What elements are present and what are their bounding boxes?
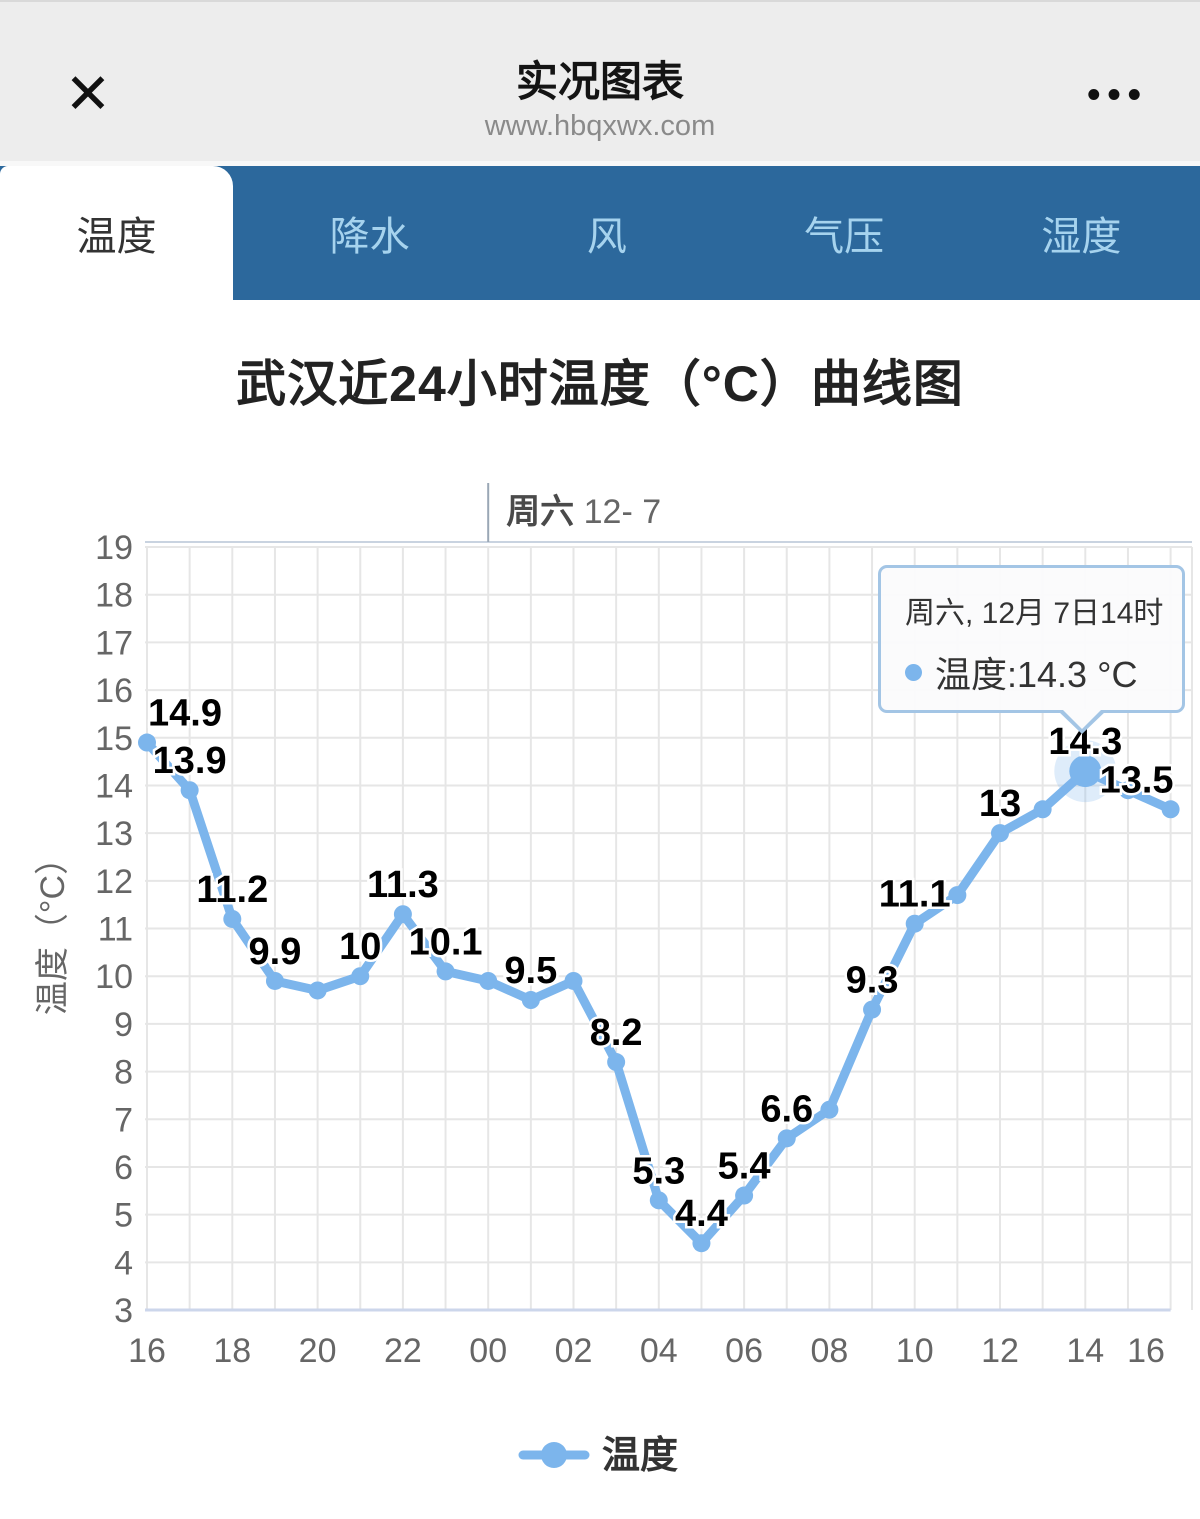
x-tick-label: 22 xyxy=(384,1332,422,1370)
data-point-label: 5.4 xyxy=(718,1146,771,1188)
data-point-label: 9.9 xyxy=(249,931,302,973)
inactive-tabs: 降水 风 气压 湿度 xyxy=(233,166,1200,300)
series-dot-icon xyxy=(905,663,922,681)
data-point-label: 11.1 xyxy=(879,874,951,916)
data-point[interactable] xyxy=(351,967,370,986)
x-tick-label: 06 xyxy=(725,1332,763,1370)
data-point[interactable] xyxy=(138,733,156,752)
page-url: www.hbqxwx.com xyxy=(484,110,716,143)
x-tick-label: 08 xyxy=(810,1332,848,1370)
y-tick-label: 18 xyxy=(95,577,133,615)
y-tick-label: 19 xyxy=(95,529,133,567)
chart-canvas: 周六 12- 7 14.9 13.9 11.2 9.9 10 11.3 10.1 9.5 8.2 5… xyxy=(34,483,1193,1477)
y-axis-title: 温度（°C） xyxy=(34,841,72,1015)
x-tick-label: 16 xyxy=(128,1332,166,1370)
y-tick-label: 6 xyxy=(114,1149,133,1187)
tab-item-1[interactable]: 降水 xyxy=(329,215,410,259)
data-point[interactable] xyxy=(308,981,327,1000)
tab-item-2[interactable]: 风 xyxy=(586,215,627,259)
data-point[interactable] xyxy=(564,971,583,990)
data-point-label: 10.1 xyxy=(409,921,483,963)
week-label: 周六 12- 7 xyxy=(506,493,661,531)
webview-header: ✕ 实况图表 www.hbqxwx.com ••• xyxy=(0,0,1200,166)
y-tick-label: 4 xyxy=(114,1244,133,1282)
more-menu-icon[interactable]: ••• xyxy=(1087,74,1148,116)
y-tick-label: 16 xyxy=(95,672,133,710)
data-point[interactable] xyxy=(180,781,199,800)
data-point-label: 8.2 xyxy=(590,1012,643,1054)
x-tick-label: 20 xyxy=(299,1332,337,1370)
y-tick-label: 13 xyxy=(95,815,133,853)
y-tick-label: 9 xyxy=(114,1006,133,1044)
data-point[interactable] xyxy=(521,991,540,1010)
data-point-label: 11.2 xyxy=(196,869,268,911)
data-point-label: 4.4 xyxy=(675,1193,728,1235)
tab-item-4[interactable]: 湿度 xyxy=(1041,215,1122,259)
x-tick-label: 00 xyxy=(469,1332,507,1370)
data-point-label: 13.5 xyxy=(1100,759,1174,801)
active-data-point[interactable] xyxy=(1069,755,1102,788)
data-point[interactable] xyxy=(436,962,455,981)
y-tick-label: 7 xyxy=(114,1101,133,1139)
y-tick-label: 12 xyxy=(95,863,133,901)
data-point[interactable] xyxy=(1118,781,1137,800)
data-point-label: 9.3 xyxy=(846,960,899,1002)
data-point-label: 9.5 xyxy=(504,950,557,992)
tooltip-value: 温度:14.3 °C xyxy=(935,654,1138,695)
y-tick-label: 10 xyxy=(95,958,133,996)
data-point-label: 6.6 xyxy=(760,1088,813,1130)
chart-title: 武汉近24小时温度（°C）曲线图 xyxy=(236,356,964,412)
x-tick-label: 12 xyxy=(981,1332,1019,1370)
y-tick-label: 5 xyxy=(114,1197,133,1235)
data-point[interactable] xyxy=(820,1100,839,1119)
data-point[interactable] xyxy=(607,1053,626,1072)
data-point-label: 14.9 xyxy=(148,693,222,735)
data-point[interactable] xyxy=(991,824,1009,843)
temperature-chart: 周六 12- 7 14.9 13.9 11.2 9.9 10 11.3 10.1 9.5 8.2 5… xyxy=(0,460,1200,1519)
data-point-label: 11.3 xyxy=(367,864,439,906)
x-tick-label: 18 xyxy=(213,1332,251,1370)
y-tick-label: 14 xyxy=(95,767,133,805)
y-tick-label: 11 xyxy=(98,911,133,949)
data-point[interactable] xyxy=(948,886,967,905)
legend-label[interactable]: 温度 xyxy=(602,1435,678,1477)
data-point[interactable] xyxy=(863,1000,882,1019)
tab-item-3[interactable]: 气压 xyxy=(804,215,885,259)
data-point[interactable] xyxy=(223,909,242,928)
data-point-label: 13.9 xyxy=(153,740,227,782)
data-point[interactable] xyxy=(393,905,412,924)
y-tick-label: 8 xyxy=(114,1054,133,1092)
tooltip-title: 周六, 12月 7日14时 xyxy=(905,597,1164,630)
x-tick-label: 14 xyxy=(1066,1332,1104,1370)
data-point[interactable] xyxy=(777,1129,796,1148)
data-point[interactable] xyxy=(905,914,924,933)
tab-temperature-active[interactable]: 温度 xyxy=(0,166,233,300)
data-point[interactable] xyxy=(1033,800,1052,819)
x-tick-label: 02 xyxy=(555,1332,593,1370)
page-header-title: 实况图表 xyxy=(515,58,684,105)
data-point[interactable] xyxy=(692,1234,711,1253)
x-tick-label: 04 xyxy=(640,1332,678,1370)
x-tick-label: 16 xyxy=(1127,1332,1165,1370)
x-tick-label: 10 xyxy=(896,1332,934,1370)
legend-marker-dot xyxy=(541,1442,567,1468)
data-point[interactable] xyxy=(649,1191,668,1210)
data-point-label: 13 xyxy=(979,783,1021,825)
data-point[interactable] xyxy=(265,971,284,990)
data-point[interactable] xyxy=(735,1186,754,1205)
chart-tooltip: 周六, 12月 7日14时 温度:14.3 °C xyxy=(878,565,1185,734)
y-tick-label: 3 xyxy=(114,1292,133,1330)
data-point-label: 10 xyxy=(339,926,381,968)
data-point[interactable] xyxy=(479,971,498,990)
y-tick-label: 17 xyxy=(95,624,133,662)
y-tick-label: 15 xyxy=(95,720,133,758)
tab-bar: 温度 降水 风 气压 湿度 xyxy=(0,166,1200,300)
data-point[interactable] xyxy=(1161,800,1180,819)
data-point-label: 5.3 xyxy=(632,1150,685,1192)
close-icon[interactable]: ✕ xyxy=(64,62,112,125)
